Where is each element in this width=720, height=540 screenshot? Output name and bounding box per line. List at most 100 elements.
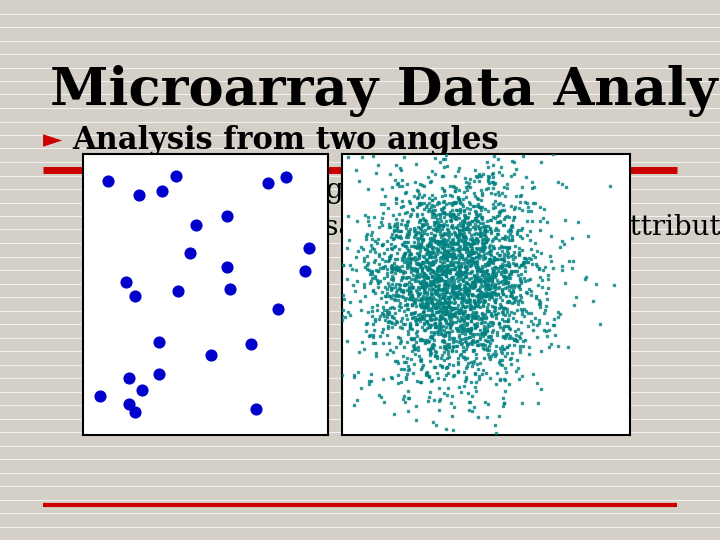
Point	[448, 338, 459, 347]
Point	[441, 240, 453, 248]
Point	[468, 271, 480, 279]
Point	[403, 251, 415, 259]
Point	[484, 307, 495, 315]
Point	[443, 301, 454, 310]
Point	[476, 215, 487, 224]
Point	[516, 261, 527, 269]
Point	[431, 215, 443, 224]
Point	[493, 320, 505, 329]
Point	[480, 268, 491, 276]
Point	[416, 231, 428, 240]
Point	[399, 255, 410, 264]
Point	[474, 228, 485, 237]
Point	[417, 236, 428, 245]
Point	[498, 290, 509, 299]
Point	[431, 264, 443, 273]
Point	[458, 276, 469, 285]
Point	[222, 212, 233, 221]
Point	[515, 348, 526, 356]
Point	[424, 349, 436, 357]
Point	[528, 253, 540, 261]
Point	[460, 241, 472, 250]
Point	[489, 281, 500, 290]
Point	[454, 271, 465, 280]
Point	[448, 198, 459, 207]
Point	[467, 248, 479, 256]
Point	[424, 356, 436, 365]
Point	[397, 287, 408, 296]
Point	[390, 316, 402, 325]
Point	[459, 237, 470, 246]
Point	[360, 292, 372, 300]
Point	[462, 131, 473, 139]
Point	[461, 279, 472, 287]
Point	[425, 252, 436, 261]
Point	[418, 253, 430, 262]
Point	[382, 279, 393, 287]
Point	[505, 298, 517, 307]
Point	[464, 295, 475, 304]
Point	[426, 267, 438, 275]
Point	[440, 309, 451, 318]
Point	[470, 214, 482, 223]
Point	[504, 230, 516, 239]
Point	[459, 234, 470, 242]
Point	[437, 253, 449, 261]
Point	[608, 281, 620, 289]
Point	[503, 297, 515, 306]
Point	[474, 285, 485, 293]
Point	[477, 332, 489, 340]
Point	[472, 239, 483, 247]
Point	[503, 261, 514, 270]
Point	[505, 308, 517, 316]
Point	[423, 193, 434, 202]
Point	[426, 166, 438, 175]
Point	[462, 219, 473, 228]
Point	[496, 247, 508, 255]
Point	[374, 250, 385, 259]
Point	[498, 249, 510, 258]
Point	[447, 342, 459, 351]
Point	[521, 289, 533, 298]
Point	[379, 292, 391, 300]
Point	[497, 276, 508, 285]
Point	[478, 273, 490, 281]
Point	[464, 299, 476, 307]
Point	[426, 331, 437, 340]
Point	[484, 241, 495, 249]
Point	[443, 383, 454, 392]
Point	[408, 264, 420, 273]
Point	[477, 267, 489, 275]
Point	[506, 222, 518, 231]
Point	[411, 249, 423, 258]
Point	[446, 312, 458, 321]
Point	[372, 266, 384, 275]
Point	[464, 333, 476, 342]
Point	[405, 253, 416, 262]
Point	[465, 260, 477, 268]
Point	[377, 339, 388, 347]
Point	[482, 222, 493, 231]
Point	[444, 228, 455, 237]
Point	[467, 233, 478, 242]
Point	[500, 332, 512, 340]
Point	[348, 281, 359, 289]
Point	[418, 269, 430, 278]
Point	[498, 309, 509, 318]
Point	[436, 275, 448, 284]
Point	[377, 264, 388, 272]
Point	[462, 181, 474, 190]
Point	[420, 302, 431, 310]
Point	[405, 318, 416, 327]
Point	[419, 294, 431, 303]
Point	[372, 239, 383, 248]
Point	[453, 287, 464, 296]
Point	[433, 292, 445, 300]
Point	[517, 152, 528, 160]
Point	[389, 268, 400, 277]
Point	[410, 316, 422, 325]
Point	[508, 314, 519, 322]
Point	[462, 289, 473, 298]
Point	[392, 379, 403, 388]
Point	[457, 222, 469, 231]
